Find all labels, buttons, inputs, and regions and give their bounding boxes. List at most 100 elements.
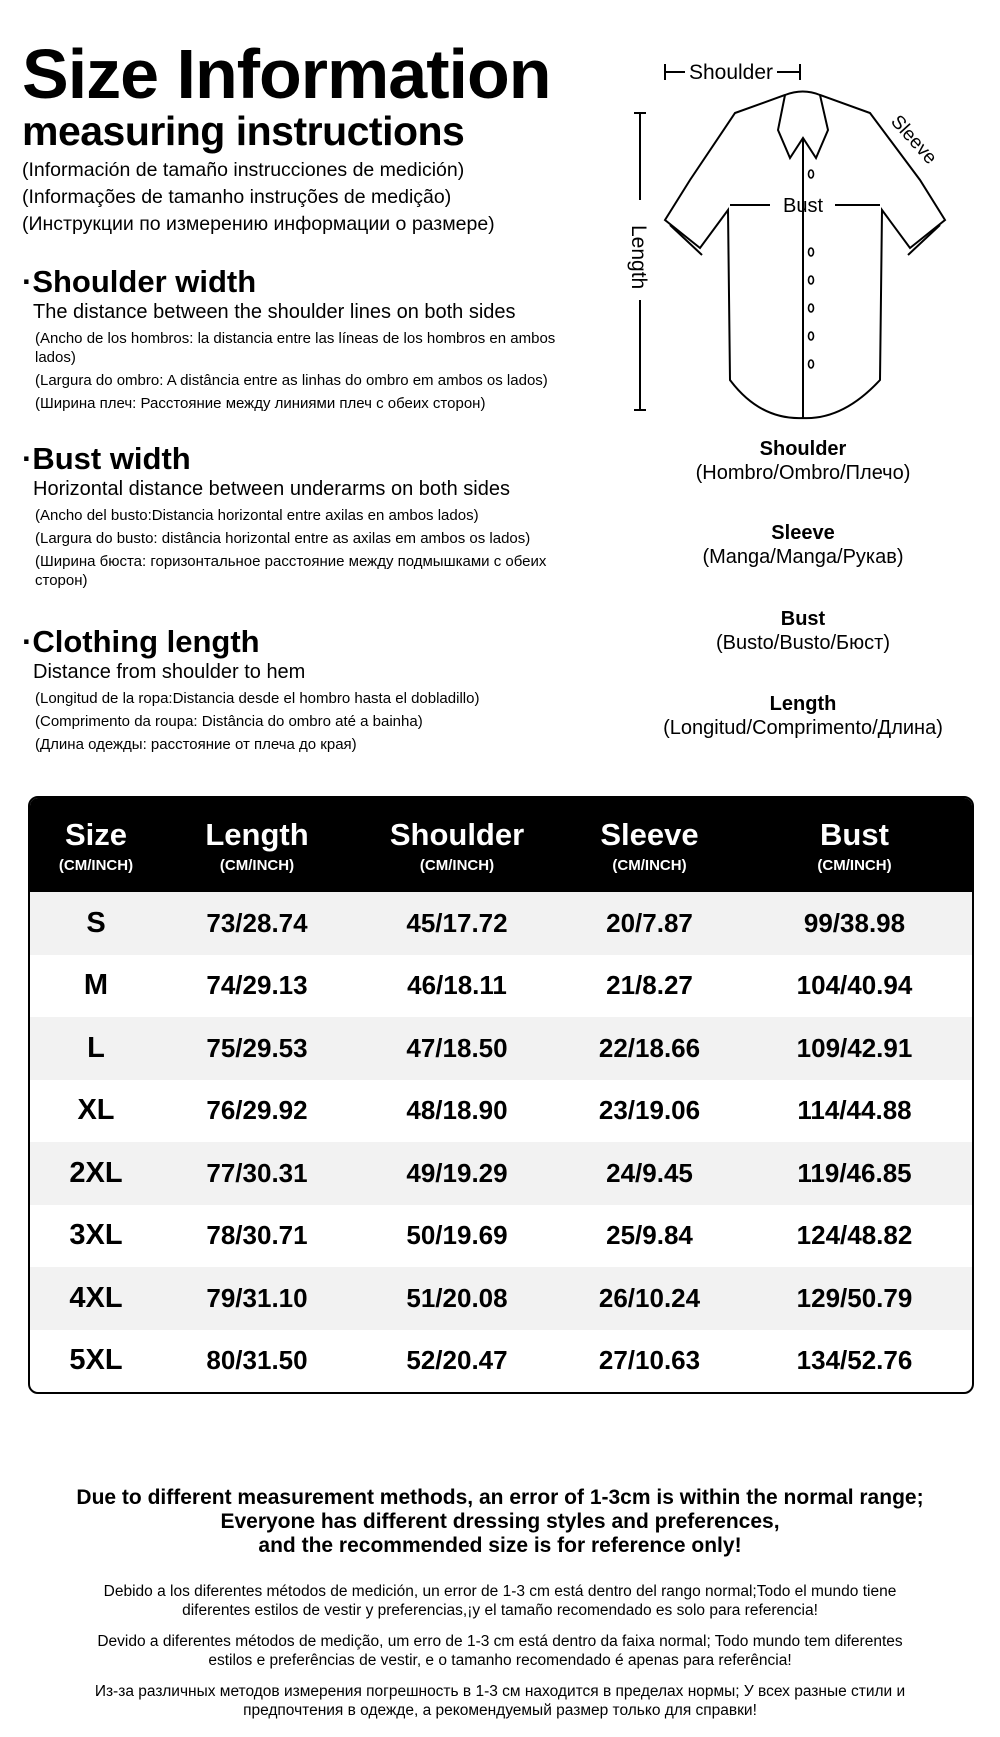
- legend-name: Bust: [780, 608, 826, 630]
- legend-shoulder: Shoulder (Hombro/Ombro/Плечо): [623, 437, 983, 485]
- section-desc: Distance from shoulder to hem: [33, 661, 306, 683]
- cell-sleeve: 22/18.66: [598, 1032, 701, 1063]
- legend-name: Sleeve: [771, 522, 835, 544]
- disclaimer-es: Debido a los diferentes métodos de medic…: [103, 1583, 897, 1619]
- column-title: Shoulder: [389, 816, 525, 852]
- legend-sleeve: Sleeve (Manga/Manga/Рукав): [623, 521, 983, 569]
- section-desc: Horizontal distance between underarms on…: [33, 478, 510, 500]
- table-row: L 75/29.53 47/18.50 22/18.66 109/42.91: [30, 1017, 972, 1080]
- section-shoulder-width: ·Shoulder width The distance between the…: [22, 264, 582, 413]
- disclaimer-main: Due to different measurement methods, an…: [40, 1486, 960, 1558]
- cell-sleeve: 20/7.87: [606, 907, 693, 938]
- cell-sleeve: 25/9.84: [606, 1220, 693, 1251]
- shirt-outline: [663, 90, 947, 420]
- section-note: (Ширина плеч: Расстояние между линиями п…: [35, 395, 486, 412]
- cell-shoulder: 52/20.47: [406, 1345, 508, 1376]
- cell-size: L: [87, 1031, 105, 1064]
- cell-shoulder: 48/18.90: [406, 1095, 508, 1126]
- table-row: XL 76/29.92 48/18.90 23/19.06 114/44.88: [30, 1080, 972, 1143]
- cell-sleeve: 26/10.24: [598, 1282, 701, 1313]
- table-row: 4XL 79/31.10 51/20.08 26/10.24 129/50.79: [30, 1267, 972, 1330]
- column-header-length: Length (CM/INCH): [162, 817, 352, 874]
- column-header-bust: Bust (CM/INCH): [737, 817, 972, 874]
- cell-size: S: [86, 906, 106, 939]
- legend-bust: Bust (Busto/Busto/Бюст): [623, 607, 983, 655]
- disclaimer-pt: Devido a diferentes métodos de medição, …: [97, 1633, 903, 1669]
- diagram-label-length: Length: [627, 225, 650, 289]
- cell-bust: 124/48.82: [796, 1220, 913, 1251]
- cell-shoulder: 49/19.29: [406, 1157, 508, 1188]
- diagram-label-bust: Bust: [783, 195, 823, 217]
- page-title: Size Information: [22, 35, 551, 113]
- cell-bust: 134/52.76: [796, 1345, 913, 1376]
- column-unit: (CM/INCH): [612, 856, 687, 874]
- cell-sleeve: 21/8.27: [606, 970, 693, 1001]
- cell-bust: 104/40.94: [796, 970, 913, 1001]
- cell-length: 78/30.71: [206, 1220, 308, 1251]
- cell-length: 75/29.53: [206, 1032, 308, 1063]
- section-note: (Longitud de la ropa:Distancia desde el …: [35, 690, 480, 707]
- subtitle-translation-ru: (Инструкции по измерению информации о ра…: [22, 213, 495, 235]
- section-note: (Ширина бюста: горизонтальное расстояние…: [35, 553, 547, 589]
- table-row: 2XL 77/30.31 49/19.29 24/9.45 119/46.85: [30, 1142, 972, 1205]
- cell-length: 77/30.31: [206, 1157, 308, 1188]
- table-header: Size (CM/INCH) Length (CM/INCH) Shoulder (CM/…: [30, 798, 972, 892]
- cell-length: 80/31.50: [206, 1345, 308, 1376]
- column-title: Bust: [820, 816, 889, 852]
- section-note: (Длина одежды: расстояние от плеча до кр…: [35, 736, 357, 753]
- table-row: 5XL 80/31.50 52/20.47 27/10.63 134/52.76: [30, 1330, 972, 1393]
- table-body: S 73/28.74 45/17.72 20/7.87 99/38.98 M 74/29.1…: [30, 892, 972, 1392]
- section-title: ·Shoulder width: [22, 264, 257, 299]
- cell-size: XL: [77, 1094, 115, 1127]
- cell-size: 5XL: [69, 1344, 123, 1377]
- section-bust-width: ·Bust width Horizontal distance between …: [22, 441, 582, 590]
- column-header-sleeve: Sleeve (CM/INCH): [562, 817, 737, 874]
- cell-shoulder: 50/19.69: [406, 1220, 508, 1251]
- cell-sleeve: 24/9.45: [606, 1157, 693, 1188]
- table-row: S 73/28.74 45/17.72 20/7.87 99/38.98: [30, 892, 972, 955]
- cell-length: 76/29.92: [206, 1095, 308, 1126]
- section-note: (Ancho del busto:Distancia horizontal en…: [35, 507, 479, 524]
- cell-size: 3XL: [69, 1219, 123, 1252]
- shirt-diagram: Shoulder Bust Sleeve Length: [627, 61, 947, 420]
- disclaimer-ru: Из-за различных методов измерения погреш…: [94, 1683, 906, 1719]
- size-table: Size (CM/INCH) Length (CM/INCH) Shoulder (CM/…: [28, 796, 974, 1394]
- column-unit: (CM/INCH): [219, 856, 295, 874]
- legend-name: Length: [769, 693, 837, 715]
- diagram-label-shoulder: Shoulder: [689, 61, 773, 84]
- section-note: (Ancho de los hombros: la distancia entr…: [35, 330, 556, 366]
- cell-shoulder: 45/17.72: [406, 907, 508, 938]
- legend-trans: (Longitud/Comprimento/Длина): [663, 717, 943, 739]
- cell-shoulder: 47/18.50: [406, 1032, 508, 1063]
- section-note: (Largura do ombro: A distância entre as …: [35, 372, 548, 389]
- disclaimer-line: Everyone has different dressing styles a…: [220, 1510, 780, 1533]
- section-title: ·Bust width: [22, 441, 191, 476]
- column-title: Size: [64, 816, 128, 852]
- table-row: 3XL 78/30.71 50/19.69 25/9.84 124/48.82: [30, 1205, 972, 1268]
- cell-size: 4XL: [69, 1281, 123, 1314]
- cell-length: 79/31.10: [206, 1282, 308, 1313]
- cell-sleeve: 27/10.63: [598, 1345, 701, 1376]
- subtitle-translation-es: (Información de tamaño instrucciones de …: [22, 159, 465, 181]
- section-desc: The distance between the shoulder lines …: [33, 301, 516, 323]
- disclaimer-line: Due to different measurement methods, an…: [76, 1486, 924, 1509]
- diagram-label-sleeve: Sleeve: [886, 111, 940, 168]
- cell-bust: 99/38.98: [803, 907, 906, 938]
- cell-size: M: [83, 969, 109, 1002]
- section-note: (Largura do busto: distância horizontal …: [35, 530, 531, 547]
- cell-bust: 119/46.85: [797, 1157, 912, 1188]
- legend-name: Shoulder: [759, 438, 847, 460]
- column-title: Length: [205, 816, 309, 852]
- cell-size: 2XL: [69, 1156, 123, 1189]
- column-header-size: Size (CM/INCH): [30, 817, 162, 874]
- section-title: ·Clothing length: [22, 624, 260, 659]
- section-note: (Comprimento da roupa: Distância do ombr…: [35, 713, 423, 730]
- cell-bust: 129/50.79: [796, 1282, 913, 1313]
- column-unit: (CM/INCH): [58, 856, 134, 874]
- cell-sleeve: 23/19.06: [598, 1095, 701, 1126]
- cell-length: 74/29.13: [206, 970, 308, 1001]
- table-row: M 74/29.13 46/18.11 21/8.27 104/40.94: [30, 955, 972, 1018]
- section-clothing-length: ·Clothing length Distance from shoulder …: [22, 624, 582, 754]
- column-unit: (CM/INCH): [817, 856, 892, 874]
- column-title: Sleeve: [600, 816, 699, 852]
